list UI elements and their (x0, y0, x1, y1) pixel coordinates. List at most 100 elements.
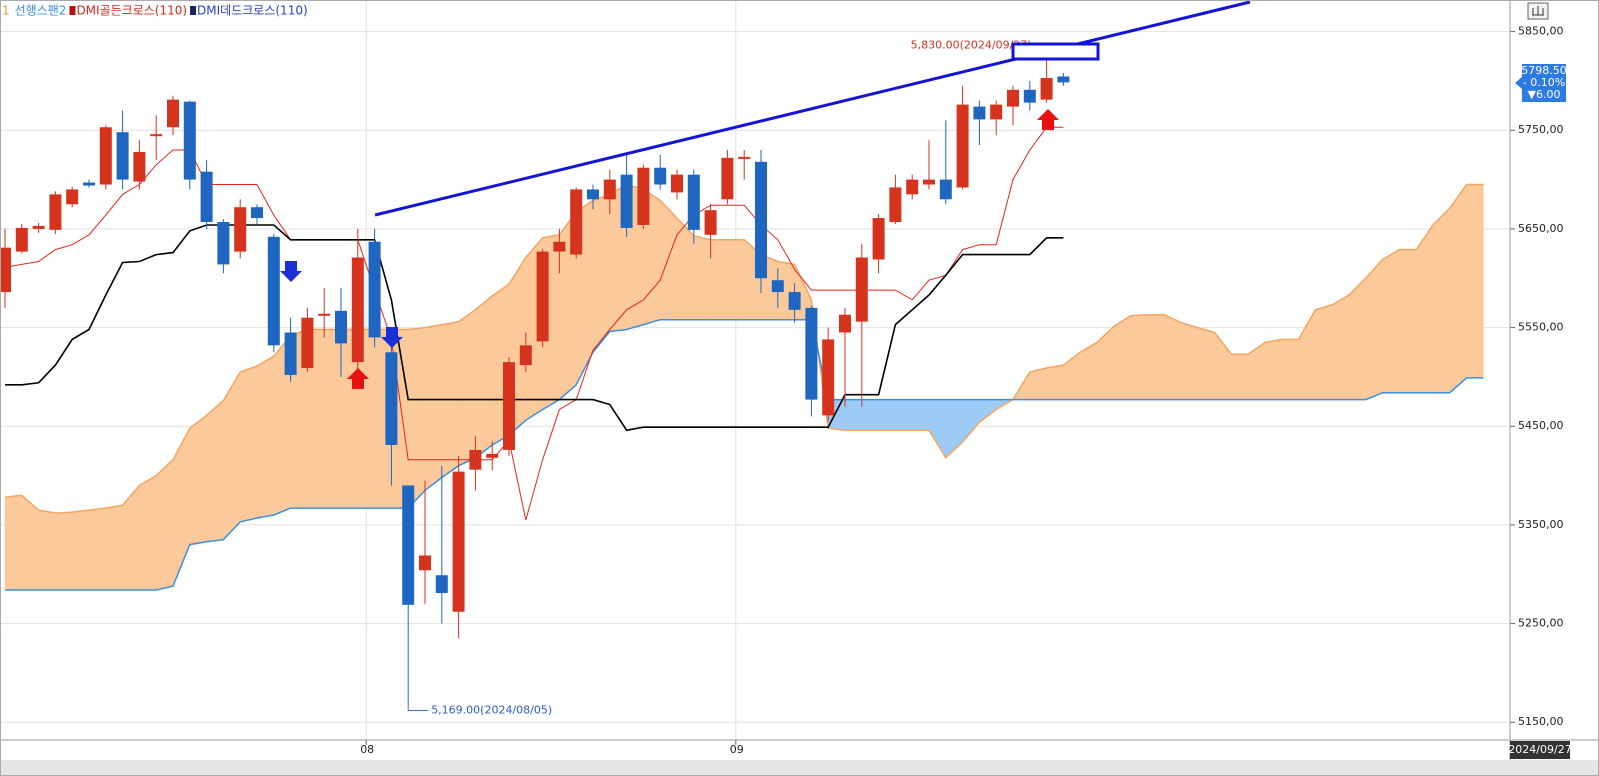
cloud-segment (71, 509, 90, 591)
cloud-segment (1331, 294, 1350, 400)
candle-body (771, 280, 784, 293)
candle-body (32, 225, 45, 229)
cloud-segment (710, 239, 728, 320)
candle-body (167, 99, 179, 128)
cloud-segment (727, 239, 745, 320)
candle-body (452, 471, 465, 612)
candle-body (1040, 77, 1053, 100)
y-tick-label: 5650,00 (1518, 222, 1564, 235)
icon-glyph (1532, 6, 1544, 16)
cloud-segment (1130, 314, 1148, 400)
x-tick-label: 09 (730, 743, 744, 756)
candle-body (906, 179, 919, 195)
indicator-line (4, 126, 1064, 521)
candle-body (923, 179, 935, 185)
candle-body (1057, 76, 1070, 83)
cloud-segment (424, 324, 443, 491)
candle-body (66, 189, 79, 205)
candle-body (234, 207, 247, 252)
cloud-layer (4, 183, 1484, 591)
candle-body (704, 210, 717, 235)
candle-body (805, 307, 818, 400)
legend-item: 선행스팬2 (15, 3, 67, 18)
high-note: 5,830.00(2024/09/27) (911, 38, 1032, 51)
candle-body (603, 179, 616, 200)
candle-body (788, 292, 801, 310)
candle-body (150, 134, 163, 137)
cloud-segment (693, 235, 711, 320)
cloud-segment (458, 309, 476, 467)
cloud-segment (407, 327, 426, 509)
cloud-segment (4, 495, 23, 591)
candle-body (99, 127, 112, 185)
candle-body (116, 132, 129, 180)
cursor-date: 2024/09/27 (1508, 743, 1571, 756)
cloud-segment (1348, 277, 1367, 400)
price-tag-text: 5798.50 (1521, 64, 1567, 77)
cloud-segment (323, 329, 342, 509)
cloud-segment (1029, 367, 1047, 400)
cloud-segment (1432, 207, 1451, 393)
line-layer (4, 126, 1484, 591)
cloud-segment (1449, 183, 1467, 394)
indicator-line (5, 224, 1064, 432)
candle-body (486, 453, 499, 458)
candle-body (973, 106, 986, 120)
candle-body (939, 179, 952, 200)
cloud-segment (475, 295, 493, 459)
cloud-segment (1163, 314, 1182, 400)
price-tag-badge (1515, 64, 1566, 102)
candle-body (368, 241, 381, 338)
candle-body (839, 314, 851, 333)
cloud-segment (1399, 249, 1417, 393)
candle-body (855, 257, 868, 322)
low-note: 5,169.00(2024/08/05) (431, 703, 552, 716)
legend-item: DMI골든크로스(110) (76, 4, 187, 18)
candle-body (721, 157, 734, 200)
cloud-segment (206, 400, 224, 542)
low-note-pointer (407, 703, 429, 711)
highlight-box[interactable] (1011, 42, 1100, 61)
cloud-segment (659, 199, 678, 320)
candle-body (671, 174, 683, 193)
cloud-segment (911, 399, 930, 431)
candle-body (251, 207, 263, 219)
cloud-segment (1046, 364, 1064, 400)
cloud-segment (239, 365, 258, 523)
candle-body (419, 555, 431, 571)
trend-line[interactable] (374, 0, 1251, 217)
cloud-segment (139, 475, 157, 591)
y-tick-label: 5450,00 (1518, 419, 1564, 432)
cloud-segment (895, 399, 913, 431)
candle-body (738, 156, 751, 159)
candle-body (1023, 89, 1036, 103)
candle-body (318, 313, 331, 316)
candle-body (435, 575, 448, 593)
legend-item: DMI데드크로스(110) (197, 4, 308, 18)
candle-body (654, 167, 667, 185)
cursor-date-box (1510, 741, 1570, 759)
cloud-segment (105, 504, 123, 591)
sell-signal (381, 327, 403, 348)
sell-signal (280, 261, 302, 282)
legend-swatch (190, 6, 197, 15)
buy-signal (347, 368, 369, 389)
y-tick-label: 5250,00 (1518, 617, 1564, 630)
candle-body (519, 345, 532, 366)
price-tag-text: ▼6.00 (1528, 88, 1561, 101)
cloud-segment (1315, 304, 1333, 400)
span-line (5, 318, 1484, 591)
candle-body (990, 104, 1003, 120)
candle-body (49, 194, 62, 230)
candle-body (469, 449, 482, 470)
candle-body (587, 189, 599, 200)
y-tick-label: 5550,00 (1518, 321, 1564, 334)
candle-body (301, 317, 314, 369)
cloud-segment (1147, 314, 1165, 400)
y-tick-label: 5750,00 (1518, 123, 1564, 136)
candle-body (637, 167, 650, 225)
cloud-segment (1113, 315, 1131, 400)
candle-body (620, 174, 633, 228)
